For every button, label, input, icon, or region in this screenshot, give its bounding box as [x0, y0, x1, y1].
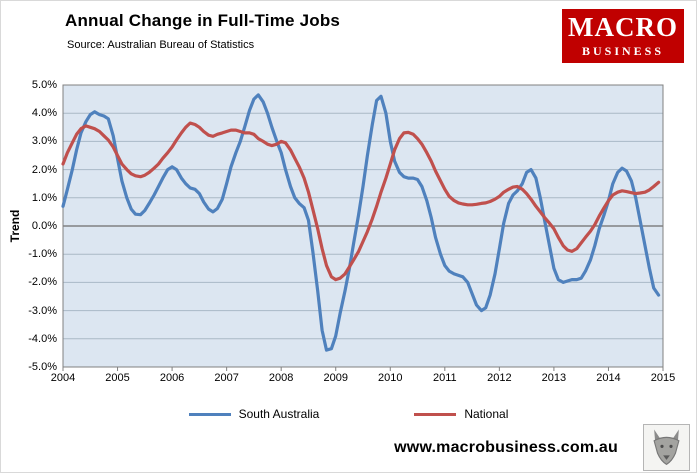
- x-axis-tick-label: 2009: [323, 372, 348, 384]
- macrobusiness-logo: MACRO BUSINESS: [562, 9, 684, 63]
- logo-text-business: BUSINESS: [581, 43, 665, 58]
- x-axis-tick-label: 2006: [159, 372, 185, 384]
- plot-border: [62, 84, 664, 368]
- x-axis-tick-label: 2005: [105, 372, 130, 384]
- legend-line-sample-national: [414, 412, 457, 416]
- y-axis-tick-label: -2.0%: [28, 276, 57, 289]
- x-axis-tick-label: 2004: [50, 372, 76, 384]
- wolf-logo-image: [653, 429, 680, 466]
- x-axis-tick-label: 2008: [268, 372, 294, 384]
- y-axis-tick-label: 4.0%: [31, 107, 57, 120]
- y-axis-tick-label: -5.0%: [28, 361, 57, 373]
- x-axis-tick-label: 2013: [541, 372, 567, 384]
- series-line-national: [61, 121, 661, 282]
- y-axis-tick-label: -1.0%: [28, 248, 57, 261]
- page-title: Annual Change in Full-Time Jobs: [65, 11, 341, 30]
- legend-label-south-australia: South Australia: [238, 407, 320, 421]
- y-axis-tick-label: -4.0%: [28, 332, 57, 345]
- x-axis-tick-label: 2011: [432, 372, 457, 384]
- y-axis-tick-label: -3.0%: [28, 304, 57, 317]
- logo-text-macro: MACRO: [568, 11, 678, 42]
- y-axis-tick-label: 2.0%: [31, 163, 57, 176]
- y-axis-tick-label: 0.0%: [31, 220, 57, 232]
- x-axis-tick-label: 2007: [214, 372, 239, 384]
- y-axis-tick-label: 3.0%: [31, 135, 57, 148]
- legend-item-national: National: [414, 407, 508, 421]
- x-axis-tick-label: 2012: [487, 372, 512, 384]
- y-axis-tick-label: 1.0%: [31, 191, 57, 204]
- wolf-logo: [643, 424, 690, 471]
- x-axis-tick-label: 2010: [378, 372, 403, 384]
- series-line-south-australia: [61, 93, 661, 352]
- line-chart-plot: [61, 84, 664, 371]
- x-axis-tick-label: 2015: [650, 372, 676, 384]
- chart-legend: South Australia National: [1, 407, 696, 421]
- x-axis-tick-label: 2014: [596, 372, 621, 384]
- source-note: Source: Australian Bureau of Statistics: [67, 39, 255, 51]
- footer-website-url: www.macrobusiness.com.au: [394, 439, 618, 456]
- y-axis-tick-label: 5.0%: [31, 79, 57, 91]
- legend-label-national: National: [464, 407, 509, 421]
- legend-item-south-australia: South Australia: [188, 407, 320, 421]
- legend-line-sample-south-australia: [188, 412, 231, 416]
